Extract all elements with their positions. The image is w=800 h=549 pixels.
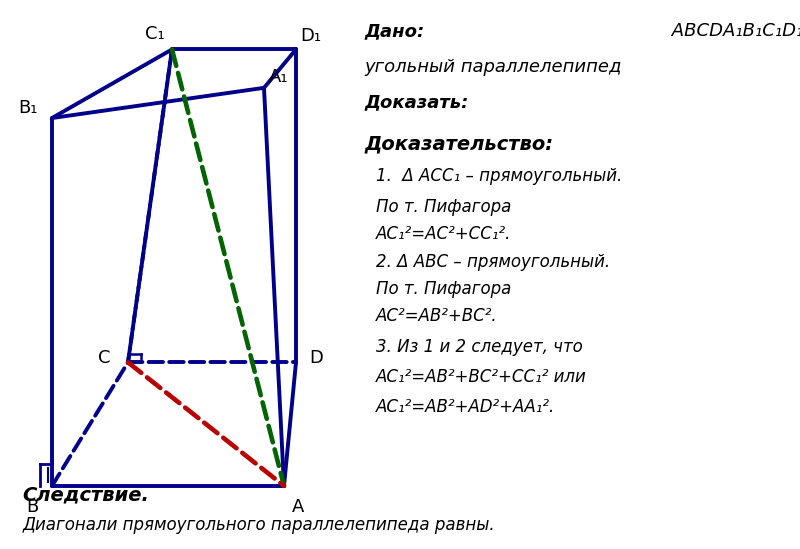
Text: По т. Пифагора: По т. Пифагора [376, 280, 511, 298]
Text: 1.  Δ ACC₁ – прямоугольный.: 1. Δ ACC₁ – прямоугольный. [376, 167, 622, 186]
Text: 3. Из 1 и 2 следует, что: 3. Из 1 и 2 следует, что [376, 338, 582, 356]
Text: Доказательство:: Доказательство: [364, 135, 553, 154]
Text: Дано:: Дано: [364, 22, 424, 40]
Text: B₁: B₁ [18, 99, 38, 117]
Text: A: A [292, 498, 305, 516]
Text: Следствие.: Следствие. [22, 486, 150, 505]
Text: ABCDA₁B₁C₁D₁ – прямо-: ABCDA₁B₁C₁D₁ – прямо- [666, 22, 800, 40]
Text: D₁: D₁ [300, 27, 321, 44]
Text: угольный параллелепипед: угольный параллелепипед [364, 58, 622, 76]
Text: D: D [309, 349, 323, 367]
Text: 2. Δ ABC – прямоугольный.: 2. Δ ABC – прямоугольный. [376, 253, 610, 271]
Text: AC₁²=AC²+CC₁².: AC₁²=AC²+CC₁². [376, 225, 511, 243]
Text: По т. Пифагора: По т. Пифагора [376, 198, 511, 216]
Text: AC₁²=AB²+AD²+AA₁².: AC₁²=AB²+AD²+AA₁². [376, 398, 555, 416]
Text: Доказать:: Доказать: [364, 93, 468, 111]
Text: C: C [98, 349, 110, 367]
Text: Диагонали прямоугольного параллелепипеда равны.: Диагонали прямоугольного параллелепипеда… [22, 516, 495, 534]
Text: AC₁²=AB²+BC²+CC₁² или: AC₁²=AB²+BC²+CC₁² или [376, 368, 586, 386]
Text: C₁: C₁ [145, 25, 164, 43]
Text: A₁: A₁ [269, 68, 288, 86]
Text: AC²=AB²+BC².: AC²=AB²+BC². [376, 307, 498, 326]
Text: B: B [26, 498, 38, 516]
